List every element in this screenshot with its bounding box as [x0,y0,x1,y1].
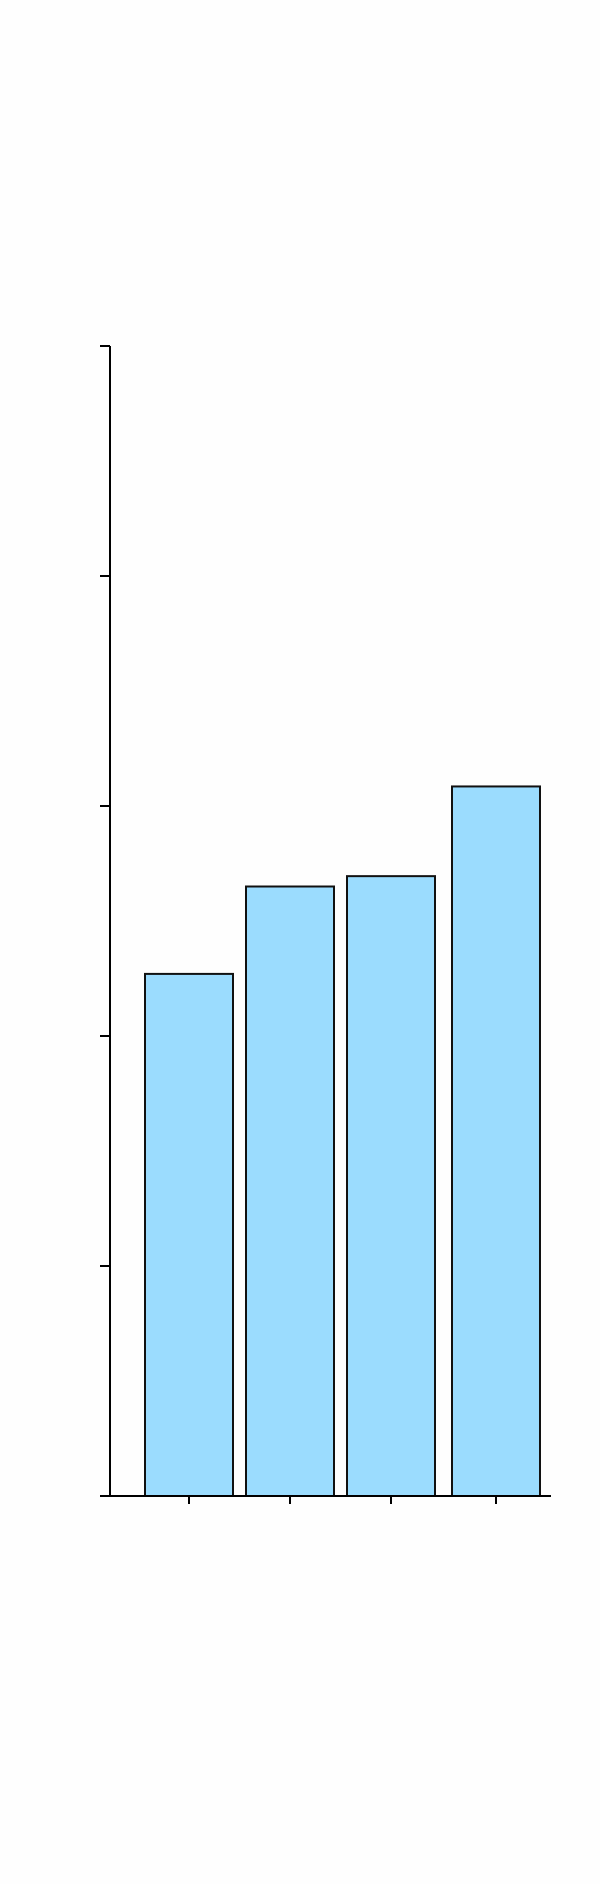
bar-2 [245,885,335,1497]
bars [144,785,541,1497]
bar-1 [144,972,234,1497]
x-axis-ticks [188,1496,497,1504]
bar-4 [451,785,541,1497]
bar-3 [346,875,436,1497]
